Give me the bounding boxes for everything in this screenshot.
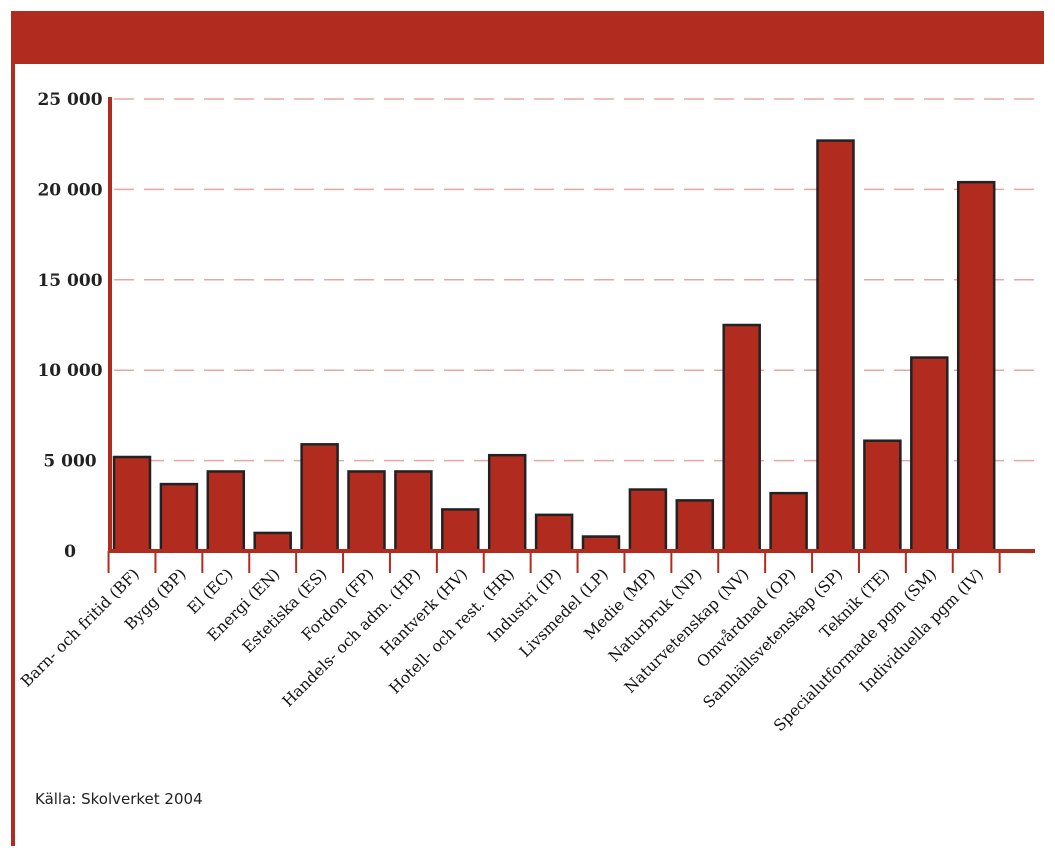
- bar: [910, 356, 949, 553]
- bar: [863, 439, 902, 553]
- bar: [112, 455, 152, 553]
- bar: [441, 508, 480, 553]
- y-tick-label: 15 000: [37, 271, 102, 291]
- header-band: [11, 11, 1044, 64]
- y-tick-label: 20 000: [37, 180, 102, 200]
- bar: [628, 488, 668, 553]
- category-label: Barn- och fritid (BF): [17, 565, 143, 691]
- y-tick-label: 0: [64, 542, 76, 562]
- bar: [487, 453, 527, 553]
- y-tick-label: 5 000: [43, 452, 96, 472]
- grid-lines: [114, 98, 1035, 462]
- frame-left-border: [11, 64, 15, 846]
- category-label: Estetiska (ES): [239, 565, 331, 657]
- bar: [816, 139, 855, 553]
- bar: [394, 470, 433, 553]
- bars: [112, 139, 996, 553]
- bar: [675, 499, 715, 553]
- axes: [107, 97, 1035, 573]
- y-tick-labels: 0 5 000 10 000 15 000 20 000 25 000: [37, 90, 102, 562]
- bar: [300, 443, 339, 553]
- bar: [159, 482, 199, 553]
- source-note: Källa: Skolverket 2004: [35, 790, 203, 808]
- bar: [769, 491, 808, 553]
- bar: [206, 470, 246, 553]
- bar: [956, 180, 996, 553]
- bar: [253, 531, 292, 553]
- bar: [347, 470, 386, 553]
- y-tick-label: 25 000: [37, 90, 102, 110]
- bar: [581, 535, 621, 553]
- category-labels: Barn- och fritid (BF)Bygg (BP)El (EC)Ene…: [17, 565, 987, 735]
- y-tick-label: 10 000: [37, 361, 102, 381]
- bar: [722, 323, 761, 553]
- bar: [534, 513, 574, 553]
